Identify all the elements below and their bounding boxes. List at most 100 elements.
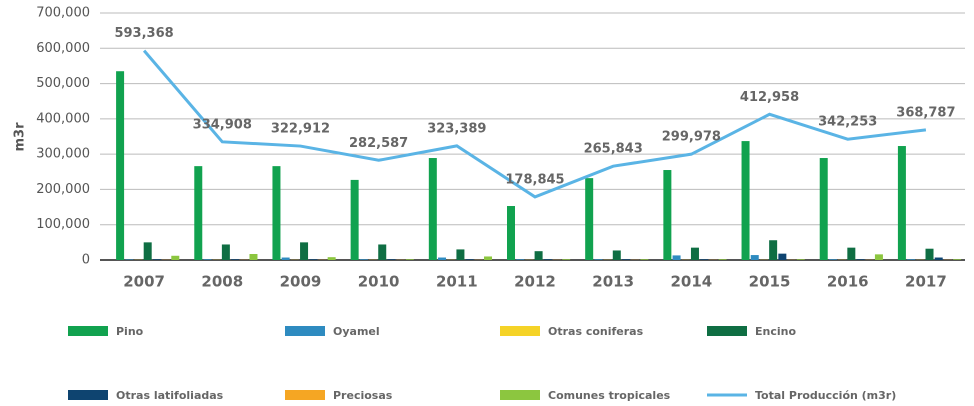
data-label: 342,253 [818,115,877,130]
y-tick-label: 200,000 [36,182,90,197]
bar [543,259,552,260]
bar [249,254,258,260]
bar [203,259,212,260]
bar [934,257,943,260]
total-line [142,49,927,199]
legend-label: Otras latifoliadas [116,389,224,402]
legend-swatch [68,390,108,400]
y-tick-label: 500,000 [36,76,90,91]
legend-swatch [707,326,747,336]
x-tick-label: 2009 [280,273,322,291]
data-label: 322,912 [271,122,330,137]
bar [690,247,699,260]
bar [484,256,493,260]
x-tick-label: 2017 [905,273,947,291]
y-tick-label: 100,000 [36,217,90,232]
bar [874,254,883,260]
y-tick-label: 700,000 [36,6,90,21]
bar [456,249,465,260]
data-label: 299,978 [662,130,721,145]
bar [828,259,837,260]
x-tick-label: 2015 [749,273,791,291]
data-label: 323,389 [427,121,486,136]
bar [516,259,525,260]
bar [672,255,681,260]
bar [594,259,603,260]
bar [281,257,290,260]
bar [750,255,759,260]
bar [796,259,805,260]
bar [465,259,474,260]
bar [507,206,515,260]
bar [387,259,396,260]
data-label: 593,368 [114,26,173,41]
bar [125,259,134,260]
x-tick-label: 2012 [514,273,556,291]
bar [231,259,240,260]
bar [221,244,230,260]
legend-label: Oyamel [333,325,380,338]
legend-swatch [500,326,540,336]
legend-label: Otras coniferas [548,325,644,338]
y-tick-label: 300,000 [36,147,90,162]
bar [953,259,962,260]
bar [438,257,447,260]
bar [143,242,152,260]
legend-label: Total Producción (m3r) [755,389,896,402]
bar [309,259,318,260]
bar [116,71,125,260]
bar [405,259,414,260]
bar [769,240,778,260]
y-tick-label: 0 [82,253,90,268]
bar [640,259,649,260]
bar [585,178,594,260]
bar [171,255,180,260]
bar [562,259,571,260]
x-tick-label: 2007 [123,273,165,291]
bar [378,244,387,260]
x-tick-label: 2014 [670,273,712,291]
bar [272,166,281,260]
legend-swatch [68,326,108,336]
legend-swatch [285,326,325,336]
data-label: 368,787 [896,105,955,120]
legend-label: Pino [116,325,144,338]
bar [741,141,750,260]
data-label: 412,958 [740,90,799,105]
data-label: 178,845 [505,172,564,187]
bar [700,259,709,260]
y-tick-label: 400,000 [36,111,90,126]
bar [300,242,309,260]
x-tick-label: 2010 [358,273,400,291]
bar [819,158,828,260]
legend-label: Comunes tropicales [548,389,671,402]
data-label: 282,587 [349,136,408,151]
data-label: 265,843 [584,142,643,157]
bar [534,251,543,260]
legend-swatch [285,390,325,400]
y-tick-label: 600,000 [36,41,90,56]
bar [612,250,621,260]
bar [152,259,161,260]
bar [856,259,865,260]
bar [718,259,727,260]
x-tick-label: 2013 [592,273,634,291]
bar [621,259,630,260]
bar [663,170,672,260]
bar [194,166,203,260]
bar [897,146,906,260]
legend-label: Encino [755,325,796,338]
bar [428,158,437,260]
y-axis-label: m3r [13,122,28,152]
bar [350,179,359,260]
bar [327,257,336,260]
x-tick-label: 2011 [436,273,478,291]
x-tick-label: 2008 [201,273,243,291]
bar [925,248,934,260]
bar [847,247,856,260]
bar [778,253,787,260]
legend-swatch [500,390,540,400]
bar [359,259,368,260]
data-label: 334,908 [193,117,252,132]
